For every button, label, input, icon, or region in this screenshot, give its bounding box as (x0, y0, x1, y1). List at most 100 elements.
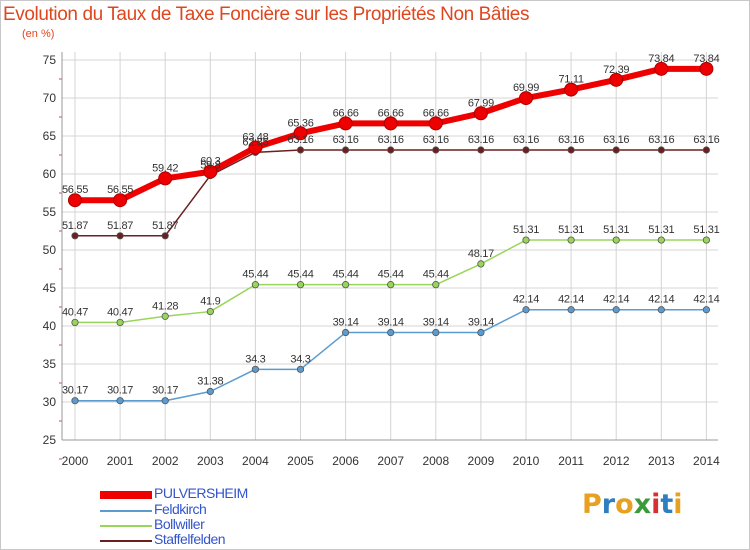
point-feldkirch (432, 328, 440, 337)
data-label-feldkirch: 30.17 (152, 385, 178, 397)
data-label-staffelfelden: 63.16 (333, 134, 359, 146)
point-pulversheim (203, 164, 218, 179)
point-pulversheim (113, 193, 128, 208)
point-feldkirch (657, 306, 665, 314)
y-tick-label: 25 (43, 433, 57, 447)
data-label-feldkirch: 42.14 (693, 294, 719, 306)
point-bollwiller (387, 281, 395, 289)
y-tick-label: 30 (43, 395, 57, 409)
data-label-pulversheim: 73.84 (693, 53, 719, 65)
chart-title: Evolution du Taux de Taxe Foncière sur l… (3, 4, 530, 25)
x-tick-label: 2004 (242, 454, 269, 468)
data-label-pulversheim: 72.39 (603, 64, 629, 76)
legend-swatch (100, 491, 152, 499)
logo-letter: r (601, 489, 616, 520)
data-label-bollwiller: 51.31 (513, 224, 539, 236)
data-label-staffelfelden: 51.87 (62, 220, 88, 232)
y-tick-label: 70 (43, 91, 57, 105)
data-label-pulversheim: 71.11 (558, 74, 583, 86)
data-label-bollwiller: 51.31 (558, 224, 584, 236)
data-label-bollwiller: 45.44 (287, 269, 313, 281)
data-label-feldkirch: 31.38 (197, 376, 223, 388)
data-label-pulversheim: 56.55 (107, 184, 133, 196)
data-label-feldkirch: 42.14 (513, 294, 539, 306)
data-label-feldkirch: 39.14 (333, 317, 359, 329)
x-tick-label: 2010 (513, 454, 540, 468)
x-tick-label: 2005 (287, 454, 314, 468)
data-label-staffelfelden: 63.16 (648, 134, 674, 146)
point-bollwiller (71, 318, 79, 327)
point-staffelfelden (71, 232, 79, 240)
legend-swatch (100, 540, 152, 542)
y-tick-label: 35 (43, 357, 57, 371)
point-staffelfelden (702, 146, 711, 154)
data-label-feldkirch: 42.14 (648, 294, 674, 306)
data-label-staffelfelden: 59.8 (200, 160, 220, 172)
data-label-staffelfelden: 62.85 (242, 136, 268, 148)
point-feldkirch (477, 328, 485, 337)
logo-letter: i (651, 489, 661, 520)
y-tick-label: 60 (43, 167, 57, 181)
point-staffelfelden (161, 232, 169, 240)
point-feldkirch (341, 328, 350, 337)
x-tick-label: 2003 (197, 454, 224, 468)
data-label-staffelfelden: 63.16 (693, 134, 719, 146)
legend-label: PULVERSHEIM (154, 485, 248, 501)
data-label-bollwiller: 40.47 (62, 306, 88, 318)
x-tick-label: 2014 (693, 454, 720, 468)
y-tick-label: 65 (43, 129, 57, 143)
data-label-staffelfelden: 63.16 (558, 134, 584, 146)
data-label-feldkirch: 39.14 (378, 317, 404, 329)
point-staffelfelden (657, 146, 665, 154)
chart-subtitle: (en %) (22, 28, 55, 40)
point-staffelfelden (477, 146, 485, 154)
data-label-pulversheim: 60.3 (200, 156, 220, 168)
data-label-feldkirch: 34.3 (245, 353, 265, 365)
data-label-bollwiller: 51.31 (603, 224, 629, 236)
data-label-staffelfelden: 63.16 (423, 134, 449, 146)
data-label-staffelfelden: 63.16 (378, 134, 404, 146)
point-bollwiller (251, 281, 259, 289)
data-label-pulversheim: 63.48 (242, 132, 268, 144)
logo-letter: i (673, 489, 683, 520)
data-label-feldkirch: 30.17 (62, 385, 88, 397)
point-bollwiller (341, 281, 350, 289)
data-label-bollwiller: 51.31 (648, 224, 674, 236)
point-bollwiller (206, 307, 214, 316)
y-tick-label: 45 (43, 281, 57, 295)
data-label-bollwiller: 41.9 (200, 296, 220, 308)
point-pulversheim (158, 171, 173, 186)
data-label-staffelfelden: 63.16 (513, 134, 539, 146)
data-label-pulversheim: 56.55 (62, 184, 88, 196)
data-label-pulversheim: 66.66 (378, 107, 404, 119)
point-feldkirch (251, 365, 259, 373)
point-bollwiller (432, 281, 440, 289)
point-staffelfelden (522, 146, 530, 154)
point-staffelfelden (612, 146, 620, 154)
x-tick-label: 2001 (107, 454, 134, 468)
logo-letter: t (660, 489, 674, 520)
point-staffelfelden (387, 146, 395, 154)
data-label-pulversheim: 66.66 (333, 107, 359, 119)
point-staffelfelden (116, 232, 124, 240)
logo-letter: o (615, 489, 634, 520)
point-bollwiller (161, 312, 169, 320)
x-tick-label: 2002 (152, 454, 179, 468)
data-label-feldkirch: 42.14 (603, 294, 629, 306)
data-label-bollwiller: 51.31 (693, 224, 719, 236)
data-label-bollwiller: 48.17 (468, 248, 494, 260)
point-bollwiller (522, 236, 530, 244)
data-label-staffelfelden: 63.16 (468, 134, 494, 146)
data-label-pulversheim: 67.99 (468, 97, 494, 109)
data-label-staffelfelden: 51.87 (107, 220, 133, 232)
data-label-bollwiller: 40.47 (107, 306, 133, 318)
point-bollwiller (116, 318, 124, 327)
point-feldkirch (567, 306, 575, 314)
point-feldkirch (296, 365, 305, 373)
data-label-bollwiller: 45.44 (333, 269, 359, 281)
point-pulversheim (68, 193, 82, 208)
logo-letter: x (633, 489, 652, 520)
legend-label: Staffelfelden (154, 531, 226, 547)
y-tick-label: 50 (43, 243, 57, 257)
x-tick-label: 2008 (422, 454, 449, 468)
